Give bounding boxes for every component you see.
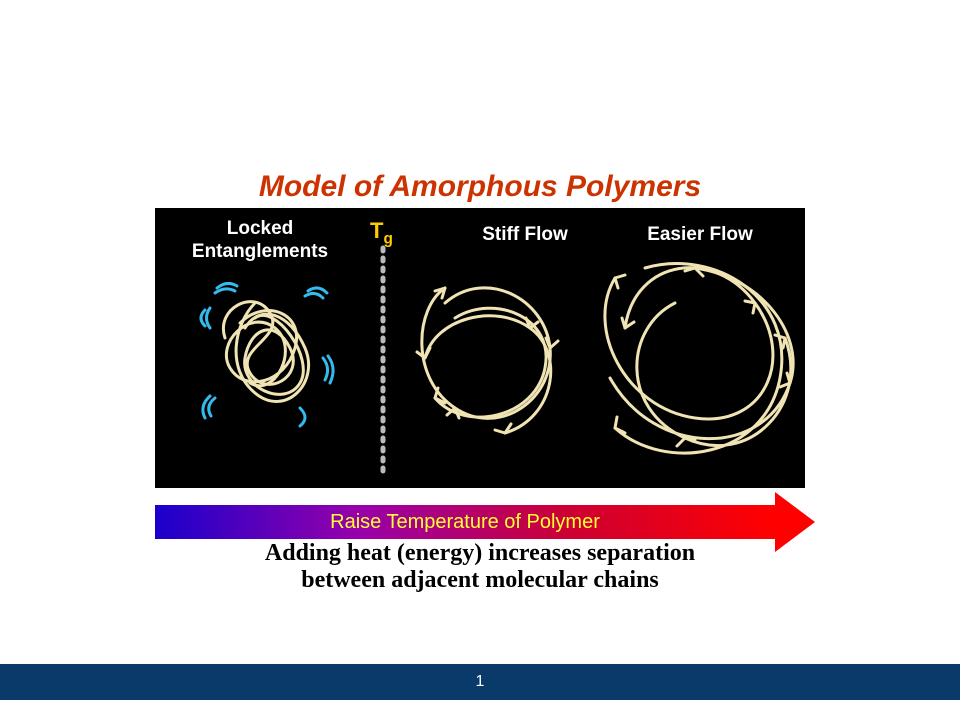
chains-stiff	[417, 288, 558, 433]
arrow-label: Raise Temperature of Polymer	[330, 511, 600, 534]
chains-easier	[605, 264, 793, 453]
slide-title: Model of Amorphous Polymers	[0, 170, 960, 204]
chains-locked	[223, 302, 308, 402]
arrow-body: Raise Temperature of Polymer	[155, 505, 775, 539]
caption-line1: Adding heat (energy) increases separatio…	[265, 540, 695, 566]
caption-line2: between adjacent molecular chains	[301, 567, 659, 593]
diagram-box: Locked Entanglements Stiff Flow Easier F…	[155, 208, 805, 488]
page-number: 1	[476, 673, 485, 691]
caption: Adding heat (energy) increases separatio…	[0, 540, 960, 594]
chains-svg	[155, 208, 805, 488]
vibration-arcs	[201, 283, 333, 426]
footer-bar: 1	[0, 664, 960, 700]
